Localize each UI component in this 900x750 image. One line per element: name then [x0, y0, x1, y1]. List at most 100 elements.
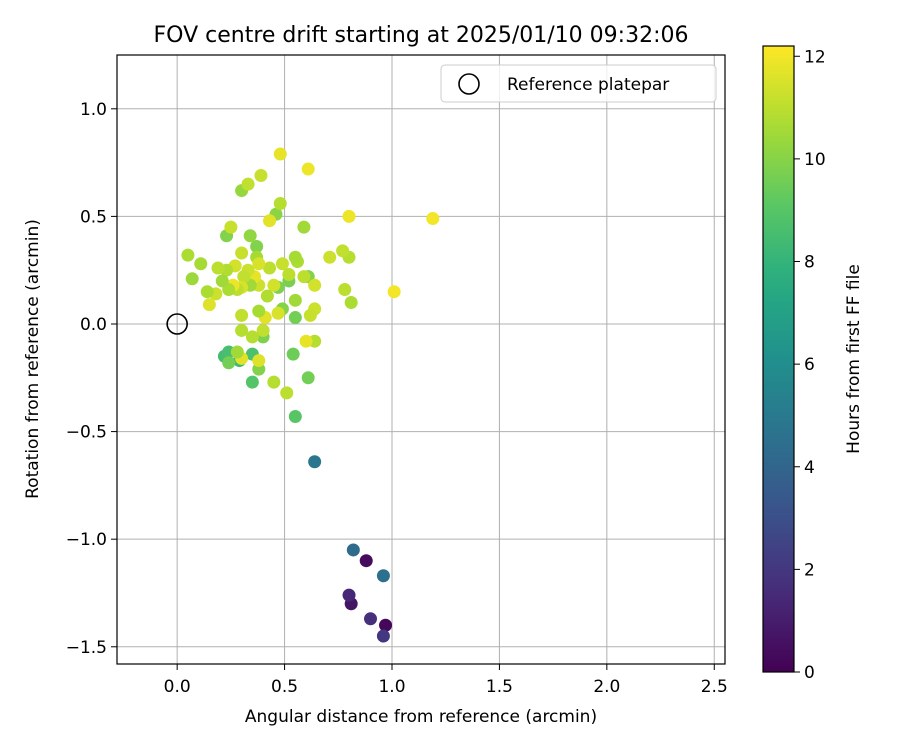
data-point: [280, 386, 294, 400]
data-point: [342, 209, 356, 223]
data-point: [376, 629, 390, 643]
data-point: [252, 354, 266, 368]
data-point: [282, 267, 296, 281]
x-tick-label: 2.5: [701, 677, 728, 697]
data-point: [254, 169, 268, 183]
data-point: [245, 330, 259, 344]
colorbar-tick-label: 8: [804, 253, 815, 273]
data-points: [181, 147, 440, 643]
legend: Reference platepar: [440, 64, 717, 103]
data-point: [241, 177, 255, 191]
data-point: [336, 244, 350, 258]
data-point: [346, 543, 360, 557]
x-tick-label: 0.0: [164, 677, 191, 697]
data-point: [237, 270, 251, 284]
colorbar: [762, 45, 795, 673]
reference-platepar-marker: [166, 313, 188, 335]
data-point: [235, 323, 249, 337]
data-point: [342, 588, 356, 602]
data-point: [202, 298, 216, 312]
x-tick-label: 0.5: [271, 677, 298, 697]
colorbar-ticks: 0 2 4 6 8 10 12: [794, 47, 826, 683]
data-point: [243, 229, 257, 243]
data-point: [364, 612, 378, 626]
data-point: [379, 618, 393, 632]
data-point: [338, 283, 352, 297]
y-tick-label: −0.5: [66, 423, 107, 443]
colorbar-tick-label: 6: [804, 355, 815, 375]
data-point: [273, 147, 287, 161]
data-point: [230, 345, 244, 359]
data-point: [301, 371, 315, 385]
data-point: [297, 220, 311, 234]
reference-marker-group: [166, 313, 188, 335]
data-point: [250, 240, 264, 254]
y-tick-label: 0.5: [80, 207, 107, 227]
data-point: [308, 455, 322, 469]
data-point: [267, 375, 281, 389]
data-point: [256, 323, 270, 337]
data-point: [359, 554, 373, 568]
data-point: [344, 295, 358, 309]
data-point: [426, 212, 440, 226]
data-point: [275, 257, 289, 271]
data-point: [224, 220, 238, 234]
legend-entry-reference-platepar: Reference platepar: [507, 75, 669, 95]
x-axis-label: Angular distance from reference (arcmin): [245, 707, 597, 727]
data-point: [267, 278, 281, 292]
colorbar-tick-label: 12: [804, 47, 826, 67]
x-tick-label: 2.0: [593, 677, 620, 697]
data-point: [288, 293, 302, 307]
colorbar-tick-label: 0: [804, 663, 815, 683]
grid-lines: [117, 55, 725, 664]
data-point: [301, 162, 315, 176]
data-point: [235, 308, 249, 322]
colorbar-tick-label: 2: [804, 560, 815, 580]
data-point: [288, 250, 302, 264]
data-point: [387, 285, 401, 299]
data-point: [263, 214, 277, 228]
data-point: [260, 289, 274, 303]
x-tick-label: 1.5: [486, 677, 513, 697]
x-tick-label: 1.0: [378, 677, 405, 697]
data-point: [271, 306, 285, 320]
data-point: [245, 375, 259, 389]
data-point: [200, 285, 214, 299]
colorbar-label: Hours from first FF file: [844, 264, 864, 454]
data-point: [297, 270, 311, 284]
data-point: [286, 347, 300, 361]
legend-box: [440, 64, 717, 103]
data-point: [273, 196, 287, 210]
data-point: [288, 410, 302, 424]
plot-area: [117, 55, 725, 664]
legend-reference-marker-icon: [458, 73, 480, 95]
plot-frame: [116, 54, 726, 665]
data-point: [263, 261, 277, 275]
data-point: [235, 246, 249, 260]
data-point: [194, 257, 208, 271]
data-point: [222, 356, 236, 370]
y-axis-label: Rotation from reference (arcmin): [23, 219, 43, 499]
data-point: [299, 334, 313, 348]
data-point: [308, 278, 322, 292]
y-tick-label: 0.0: [80, 315, 107, 335]
colorbar-tick-label: 4: [804, 458, 815, 478]
data-point: [376, 569, 390, 583]
data-point: [252, 257, 266, 271]
data-point: [211, 261, 225, 275]
data-point: [185, 272, 199, 286]
data-point: [181, 248, 195, 262]
data-point: [323, 250, 337, 264]
data-point: [288, 311, 302, 325]
data-point: [303, 308, 317, 322]
data-point: [252, 304, 266, 318]
colorbar-tick-label: 10: [804, 150, 826, 170]
y-tick-label: −1.5: [66, 638, 107, 658]
y-tick-label: 1.0: [80, 100, 107, 120]
chart-title: FOV centre drift starting at 2025/01/10 …: [154, 23, 689, 48]
y-tick-label: −1.0: [66, 530, 107, 550]
data-point: [215, 274, 229, 288]
x-axis-ticks: 0.0 0.5 1.0 1.5 2.0 2.5: [164, 664, 728, 697]
y-axis-ticks: −1.5 −1.0 −0.5 0.0 0.5 1.0: [66, 100, 117, 658]
